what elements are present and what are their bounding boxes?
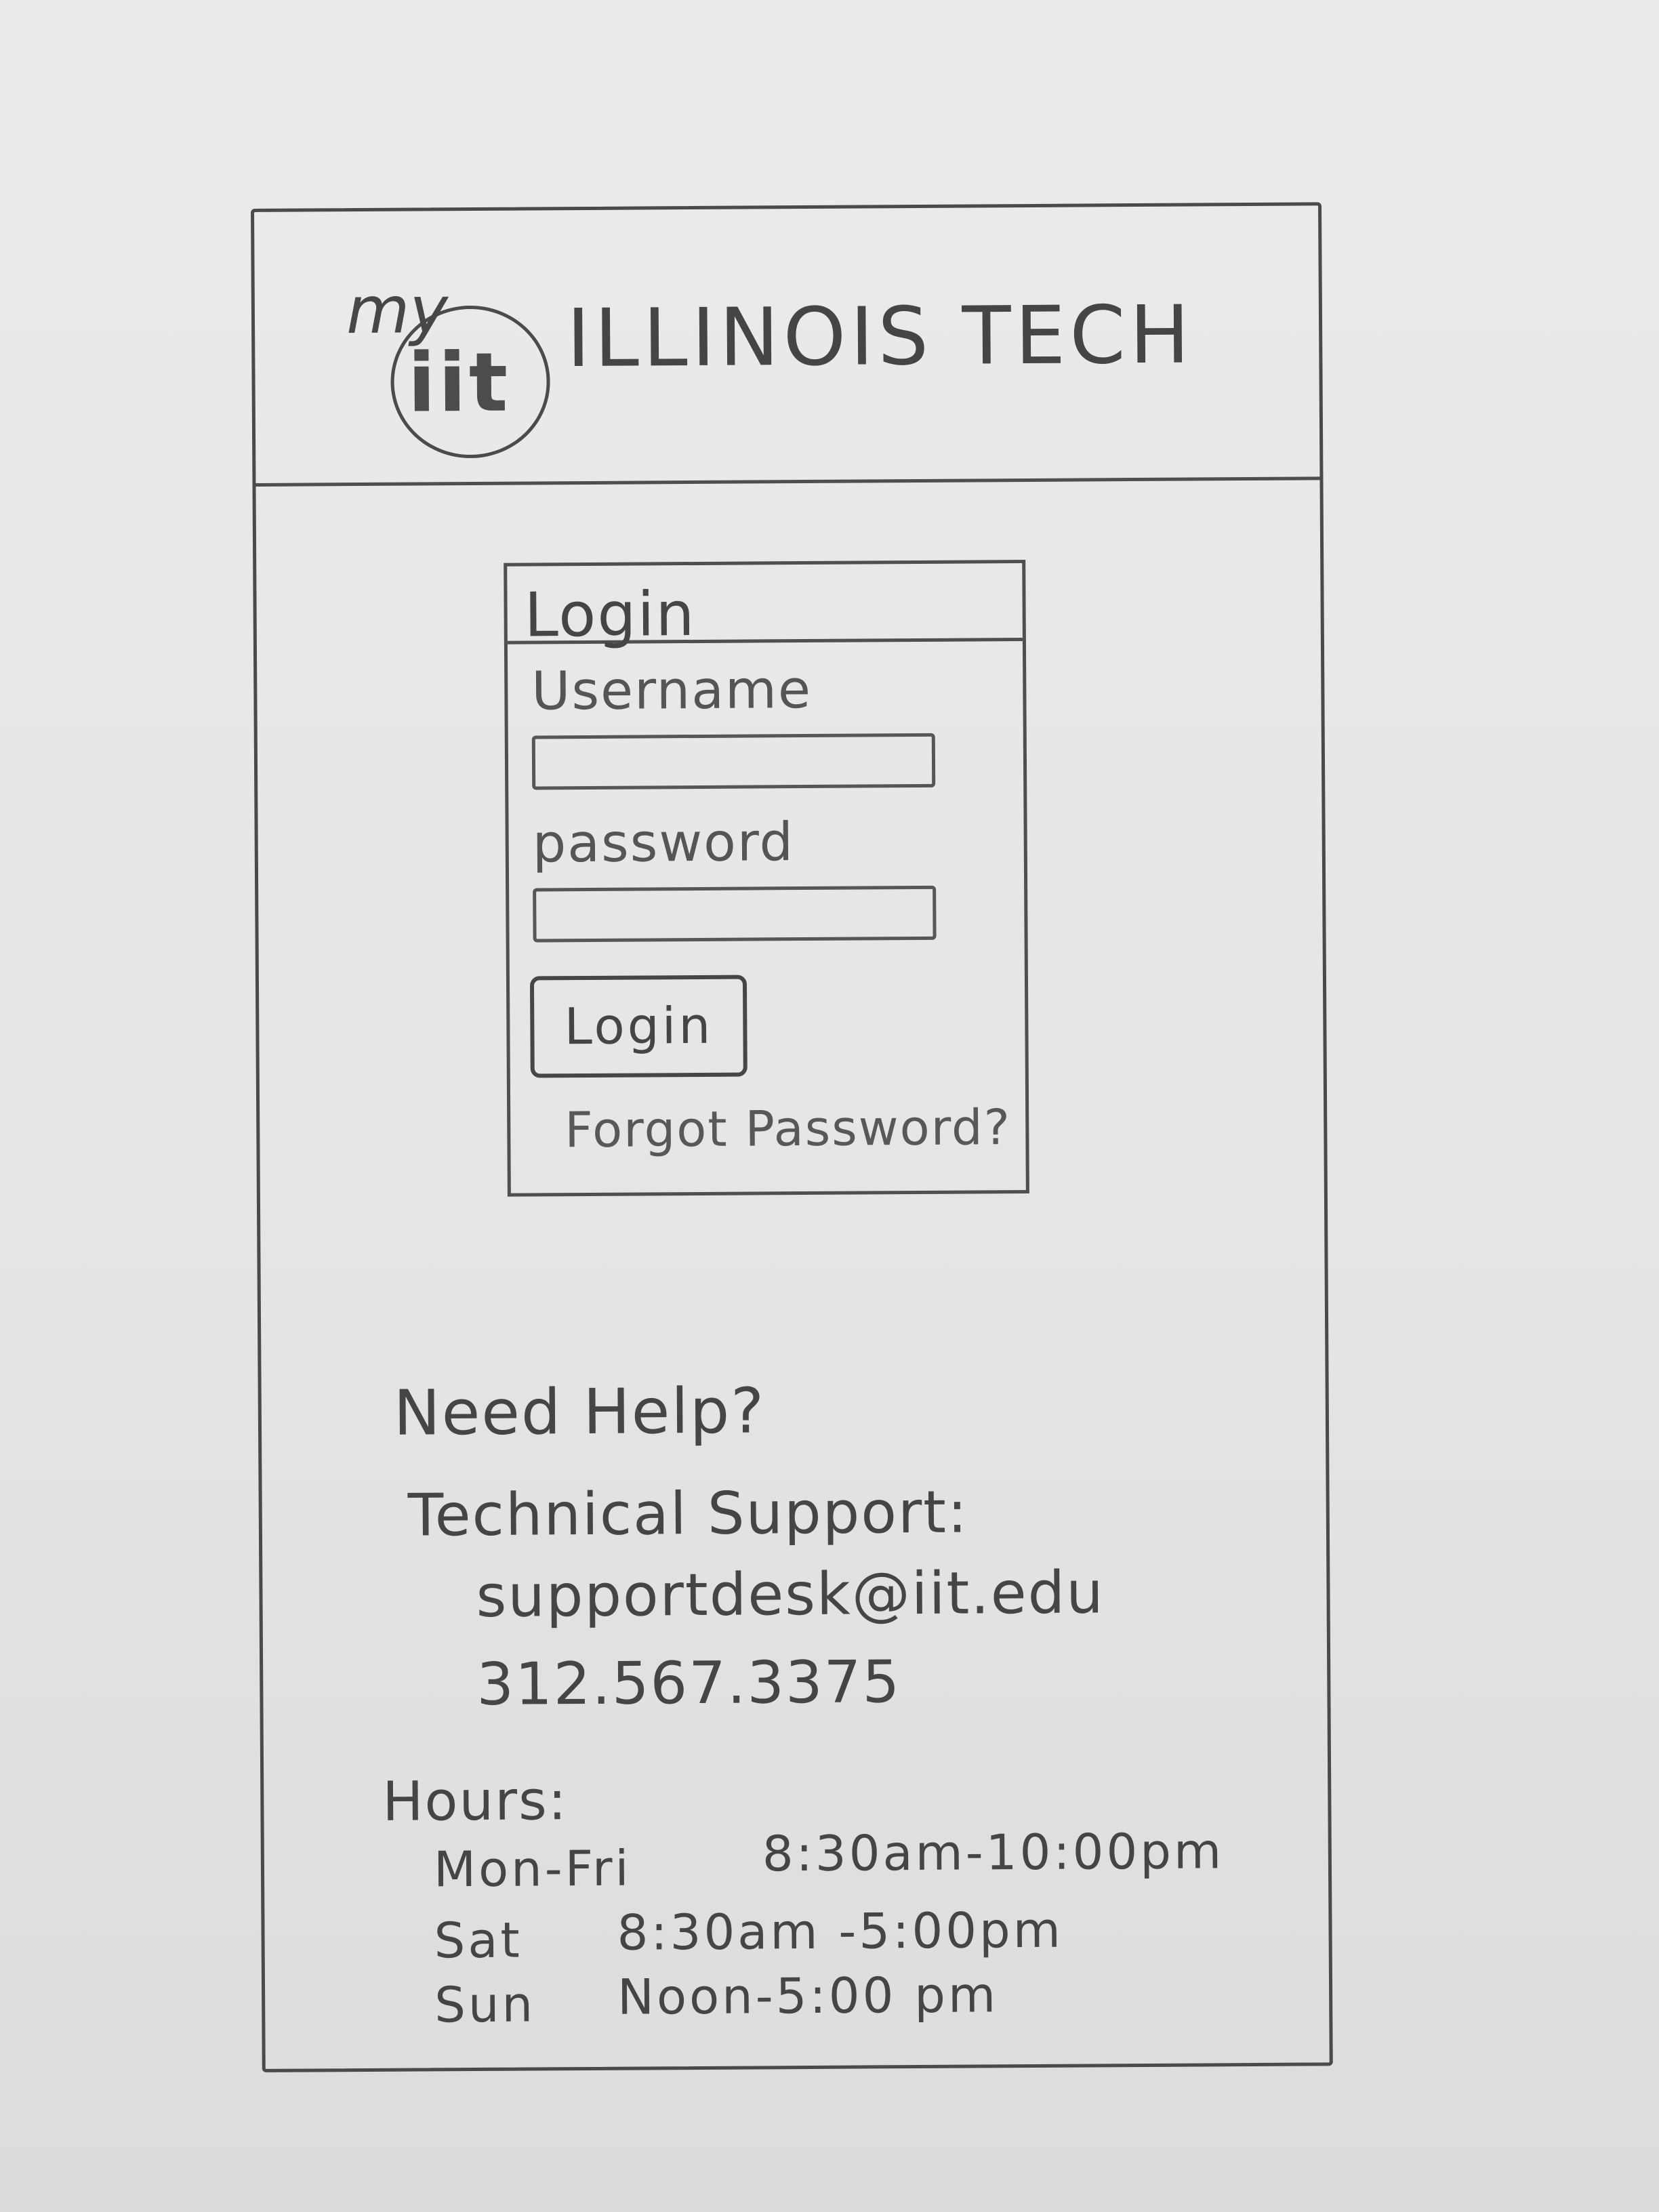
hours-time: 8:30am-10:00pm [762,1822,1225,1883]
app-header: my iit ILLINOIS TECH [254,205,1320,487]
hours-days: Sat [434,1911,523,1969]
logo-mark: iit [407,335,511,431]
hours-time: 8:30am -5:00pm [617,1901,1064,1961]
phone-frame: my iit ILLINOIS TECH Login Username pass… [251,202,1333,2072]
username-label: Username [531,659,813,722]
hours-days: Sun [434,1975,536,2034]
hours-time: Noon-5:00 pm [617,1966,999,2026]
hours-label: Hours: [382,1769,568,1833]
support-phone[interactable]: 312.567.3375 [476,1648,901,1719]
header-title: ILLINOIS TECH [566,287,1194,386]
password-field[interactable] [533,885,937,943]
hours-days: Mon-Fri [433,1839,632,1898]
login-button[interactable]: Login [529,975,747,1078]
support-label: Technical Support: [407,1478,969,1550]
support-email[interactable]: supportdesk@iit.edu [476,1559,1105,1631]
login-panel: Login Username password Login Forgot Pas… [504,560,1029,1197]
username-field[interactable] [531,733,936,790]
login-panel-header: Login [507,563,1023,651]
password-label: password [532,812,795,875]
login-panel-title: Login [524,579,696,651]
help-title: Need Help? [393,1374,766,1450]
forgot-password-link[interactable]: Forgot Password? [565,1099,1012,1159]
